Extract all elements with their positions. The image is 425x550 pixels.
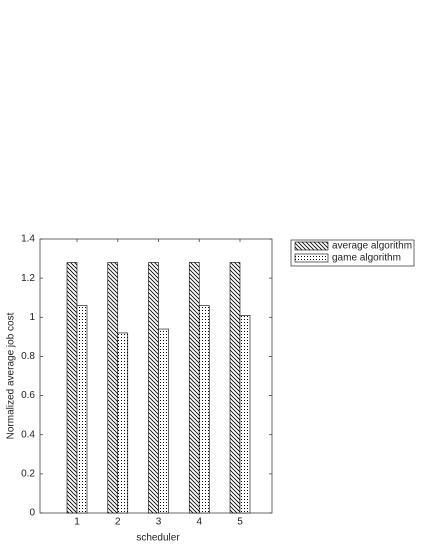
bar (239, 315, 251, 514)
x-tick-label: 5 (237, 517, 243, 528)
legend-label: average algorithm (332, 241, 412, 252)
y-axis-label: Normalized average job cost (6, 312, 17, 439)
x-tick-label: 4 (196, 517, 202, 528)
x-axis-label: scheduler (136, 533, 180, 544)
bar (158, 328, 169, 514)
x-tick-label: 3 (156, 517, 162, 528)
bar (107, 262, 119, 514)
x-tick-label: 2 (115, 517, 121, 528)
legend-swatch (294, 241, 329, 251)
y-tick-label: 0.4 (21, 429, 35, 440)
y-tick-label: 0.6 (21, 390, 35, 401)
y-tick-label: 0.2 (21, 468, 35, 479)
y-tick-label: 1 (29, 312, 35, 323)
bar (76, 305, 88, 514)
legend-label: game algorithm (332, 253, 401, 264)
bar (117, 332, 129, 514)
y-tick-label: 0.8 (21, 351, 35, 362)
bar (148, 262, 159, 514)
y-tick-label: 1.4 (21, 234, 35, 245)
bar (229, 262, 241, 514)
bar (198, 305, 210, 514)
y-tick-label: 1.2 (21, 273, 35, 284)
bar (188, 262, 200, 514)
x-tick-label: 1 (74, 517, 80, 528)
y-tick-label: 0 (29, 508, 35, 519)
bar (66, 262, 78, 514)
legend-swatch (294, 253, 329, 263)
